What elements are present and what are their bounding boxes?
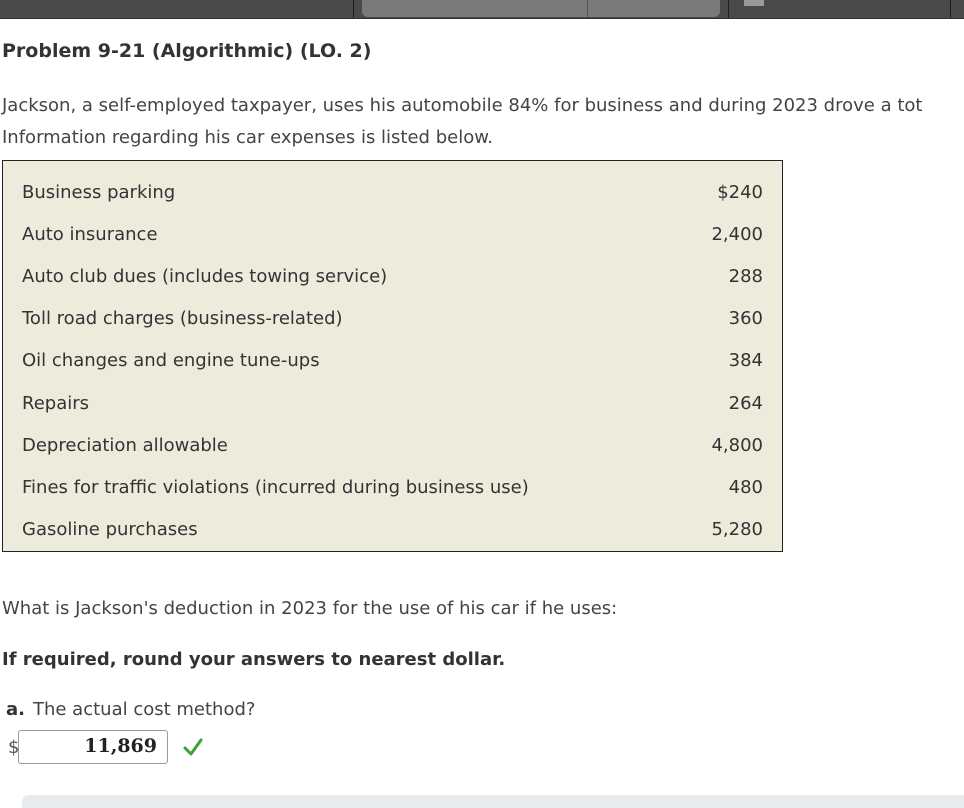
table-row: Gasoline purchases 5,280 (3, 505, 782, 547)
intro-line-2: Information regarding his car expenses i… (2, 127, 494, 148)
table-row: Fines for traffic violations (incurred d… (3, 463, 782, 505)
problem-title: Problem 9-21 (Algorithmic) (LO. 2) (2, 40, 372, 62)
expense-amount: 4,800 (711, 435, 763, 456)
toolbar-divider (587, 0, 588, 17)
problem-intro: Jackson, a self-employed taxpayer, uses … (2, 90, 964, 154)
expense-amount: 384 (728, 350, 763, 371)
currency-symbol: $ (8, 737, 20, 758)
table-row: Business parking $240 (3, 168, 782, 210)
top-toolbar (0, 0, 964, 19)
check-icon (183, 738, 203, 756)
table-row: Oil changes and engine tune-ups 384 (3, 336, 782, 378)
table-row: Repairs 264 (3, 379, 782, 421)
question-text: What is Jackson's deduction in 2023 for … (2, 598, 618, 619)
expense-label: Oil changes and engine tune-ups (22, 350, 320, 371)
table-row: Auto club dues (includes towing service)… (3, 252, 782, 294)
expense-amount: 2,400 (711, 224, 763, 245)
expense-label: Toll road charges (business-related) (22, 308, 343, 329)
toolbar-divider (950, 0, 951, 18)
expense-label: Auto insurance (22, 224, 158, 245)
toolbar-check-button[interactable] (362, 0, 720, 17)
part-a-letter: a. (6, 699, 25, 720)
table-row: Depreciation allowable 4,800 (3, 421, 782, 463)
table-row: Auto insurance 2,400 (3, 210, 782, 252)
expense-amount: 360 (728, 308, 763, 329)
intro-line-1: Jackson, a self-employed taxpayer, uses … (2, 95, 923, 116)
feedback-panel (22, 795, 964, 808)
expense-label: Repairs (22, 393, 90, 414)
expense-table: Business parking $240 Auto insurance 2,4… (2, 160, 783, 552)
expense-amount: $240 (717, 182, 763, 203)
table-row: Toll road charges (business-related) 360 (3, 294, 782, 336)
expense-label: Depreciation allowable (22, 435, 228, 456)
expense-amount: 5,280 (711, 519, 763, 540)
part-a-answer-input[interactable]: 11,869 (18, 730, 168, 764)
expense-amount: 480 (728, 477, 763, 498)
toolbar-divider (353, 0, 354, 18)
expense-label: Auto club dues (includes towing service) (22, 266, 388, 287)
toolbar-divider (728, 0, 729, 18)
expense-label: Fines for traffic violations (incurred d… (22, 477, 529, 498)
toolbar-icon[interactable] (744, 0, 764, 6)
expense-label: Gasoline purchases (22, 519, 198, 540)
expense-label: Business parking (22, 182, 176, 203)
part-a-prompt: a. The actual cost method? (6, 699, 255, 720)
expense-amount: 288 (728, 266, 763, 287)
rounding-instruction: If required, round your answers to neare… (2, 649, 506, 670)
expense-amount: 264 (728, 393, 763, 414)
part-a-text: The actual cost method? (32, 699, 256, 720)
